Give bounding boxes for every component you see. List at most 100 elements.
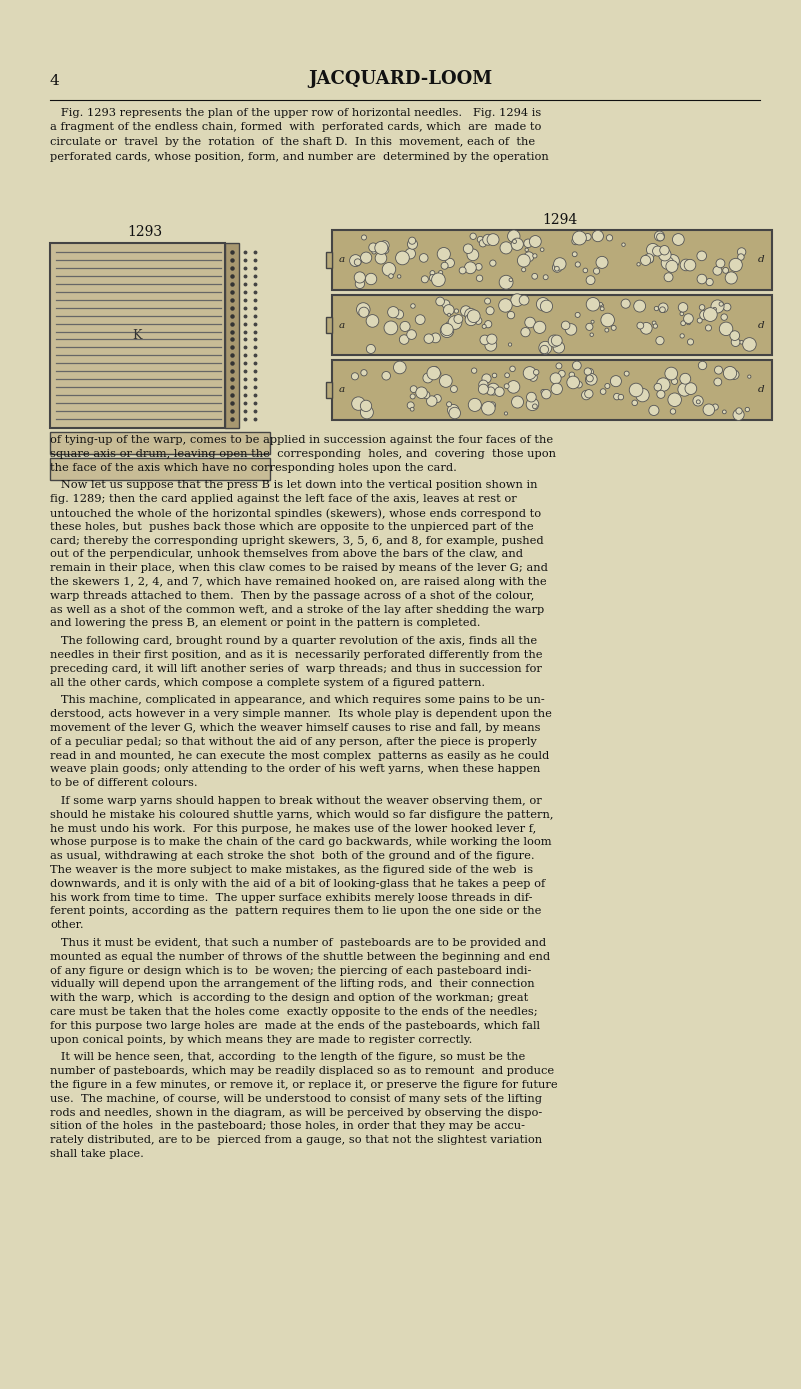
Circle shape xyxy=(474,406,478,410)
Circle shape xyxy=(524,251,533,261)
Circle shape xyxy=(723,367,737,379)
Circle shape xyxy=(375,253,387,264)
Text: a fragment of the endless chain, formed  with  perforated cards, which  are  mad: a fragment of the endless chain, formed … xyxy=(50,122,541,132)
Circle shape xyxy=(537,297,549,311)
Text: ferent points, according as the  pattern requires them to lie upon the one side : ferent points, according as the pattern … xyxy=(50,907,541,917)
Circle shape xyxy=(716,258,725,268)
Text: Thus it must be evident, that such a number of  pasteboards are to be provided a: Thus it must be evident, that such a num… xyxy=(50,938,546,949)
Circle shape xyxy=(684,260,696,271)
Circle shape xyxy=(454,308,458,313)
Circle shape xyxy=(614,393,620,400)
Circle shape xyxy=(725,272,737,283)
Circle shape xyxy=(393,361,406,374)
Circle shape xyxy=(657,378,670,392)
Circle shape xyxy=(683,314,694,324)
Text: other.: other. xyxy=(50,920,83,931)
Circle shape xyxy=(349,254,361,267)
Circle shape xyxy=(618,394,624,400)
Circle shape xyxy=(713,307,716,311)
Circle shape xyxy=(513,239,517,243)
Text: as usual, withdrawing at each stroke the shot  both of the ground and of the fig: as usual, withdrawing at each stroke the… xyxy=(50,851,534,861)
Circle shape xyxy=(696,400,700,404)
Circle shape xyxy=(605,328,609,332)
Circle shape xyxy=(533,369,539,375)
Circle shape xyxy=(592,231,603,242)
Circle shape xyxy=(397,275,400,278)
Circle shape xyxy=(664,272,673,282)
Circle shape xyxy=(437,247,450,261)
Circle shape xyxy=(487,233,499,246)
Circle shape xyxy=(553,263,562,272)
Circle shape xyxy=(637,263,640,267)
Circle shape xyxy=(541,389,551,399)
Circle shape xyxy=(541,389,545,394)
Circle shape xyxy=(408,239,417,249)
Text: read in and mounted, he can execute the most complex  patterns as easily as he c: read in and mounted, he can execute the … xyxy=(50,750,549,761)
Circle shape xyxy=(659,307,666,313)
Text: downwards, and it is only with the aid of a bit of looking-glass that he takes a: downwards, and it is only with the aid o… xyxy=(50,879,545,889)
Circle shape xyxy=(553,342,565,353)
Circle shape xyxy=(621,299,630,308)
Text: out of the perpendicular, unhook themselves from above the bars of the claw, and: out of the perpendicular, unhook themsel… xyxy=(50,550,523,560)
Circle shape xyxy=(429,275,437,282)
Text: as well as a shot of the common weft, and a stroke of the lay after shedding the: as well as a shot of the common weft, an… xyxy=(50,604,544,614)
Circle shape xyxy=(671,378,678,385)
Circle shape xyxy=(420,254,428,263)
Circle shape xyxy=(532,274,537,279)
Circle shape xyxy=(680,374,690,385)
Circle shape xyxy=(517,254,530,267)
Circle shape xyxy=(352,397,365,410)
Circle shape xyxy=(558,371,566,376)
Circle shape xyxy=(601,304,603,307)
Circle shape xyxy=(539,342,552,354)
Circle shape xyxy=(586,374,598,385)
Circle shape xyxy=(450,386,457,393)
Circle shape xyxy=(658,303,668,313)
Text: upon conical points, by which means they are made to register correctly.: upon conical points, by which means they… xyxy=(50,1035,473,1045)
Circle shape xyxy=(427,396,437,407)
Circle shape xyxy=(586,375,594,382)
Circle shape xyxy=(507,381,520,393)
Circle shape xyxy=(553,258,566,269)
Circle shape xyxy=(423,374,433,383)
Circle shape xyxy=(474,317,482,325)
Circle shape xyxy=(360,369,367,376)
Circle shape xyxy=(400,335,409,344)
Text: the skewers 1, 2, 4, and 7, which have remained hooked on, are raised along with: the skewers 1, 2, 4, and 7, which have r… xyxy=(50,576,546,588)
Circle shape xyxy=(511,293,524,307)
Circle shape xyxy=(721,314,727,321)
Circle shape xyxy=(680,313,684,315)
Circle shape xyxy=(636,389,650,401)
Circle shape xyxy=(354,258,361,265)
Circle shape xyxy=(730,331,739,340)
Circle shape xyxy=(747,375,751,378)
Circle shape xyxy=(533,321,545,333)
Circle shape xyxy=(634,300,646,313)
Circle shape xyxy=(697,274,706,283)
Text: d: d xyxy=(758,321,764,329)
Circle shape xyxy=(438,271,443,275)
Circle shape xyxy=(508,231,520,243)
Circle shape xyxy=(697,251,706,261)
Bar xyxy=(332,231,772,290)
Circle shape xyxy=(723,303,731,311)
Circle shape xyxy=(719,322,733,336)
Circle shape xyxy=(421,276,429,283)
Circle shape xyxy=(489,401,496,408)
Circle shape xyxy=(632,400,638,406)
Text: remain in their place, when this claw comes to be raised by means of the lever G: remain in their place, when this claw co… xyxy=(50,563,548,574)
Circle shape xyxy=(723,410,727,414)
Circle shape xyxy=(586,368,594,376)
Circle shape xyxy=(509,343,512,346)
Circle shape xyxy=(556,363,562,369)
Circle shape xyxy=(372,250,376,254)
Circle shape xyxy=(448,404,459,415)
Circle shape xyxy=(507,311,515,319)
Circle shape xyxy=(630,383,643,397)
Text: sition of the holes  in the pasteboard; those holes, in order that they may be a: sition of the holes in the pasteboard; t… xyxy=(50,1121,525,1132)
Circle shape xyxy=(541,300,553,313)
Circle shape xyxy=(482,325,486,328)
Circle shape xyxy=(596,257,608,268)
Circle shape xyxy=(483,235,493,246)
Circle shape xyxy=(441,263,448,269)
